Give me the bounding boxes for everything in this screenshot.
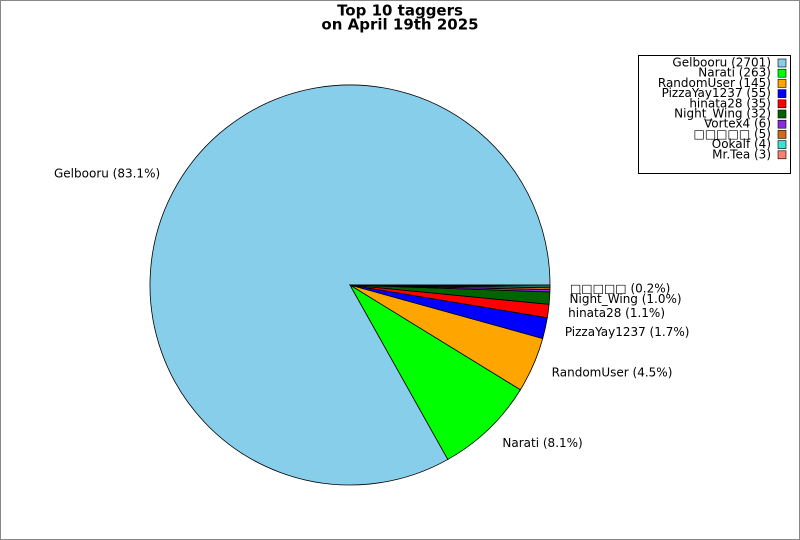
legend-swatch bbox=[777, 68, 787, 78]
legend-swatch bbox=[777, 119, 787, 129]
slice-label: hinata28 (1.1%) bbox=[568, 306, 665, 320]
legend-swatch bbox=[777, 58, 787, 68]
legend-label: Vortex4 (6) bbox=[704, 117, 771, 131]
legend-label: Ookalf (4) bbox=[712, 137, 771, 151]
legend-label: Mr.Tea (3) bbox=[712, 147, 771, 161]
slice-label: PizzaYay1237 (1.7%) bbox=[565, 325, 690, 339]
legend-label: RandomUser (145) bbox=[658, 76, 771, 90]
slice-label: Gelbooru (83.1%) bbox=[54, 166, 160, 180]
legend-swatch bbox=[777, 109, 787, 119]
legend-label: □□□□□ (5) bbox=[693, 127, 771, 141]
legend-swatch bbox=[777, 150, 787, 160]
legend-label: Narati (263) bbox=[698, 66, 771, 80]
slice-label: □□□□□ (0.2%) bbox=[570, 282, 670, 296]
pie-slice bbox=[348, 283, 521, 460]
legend-label: Night_Wing (32) bbox=[674, 107, 771, 121]
legend-label: hinata28 (35) bbox=[689, 96, 771, 110]
chart-subtitle: on April 19th 2025 bbox=[321, 16, 478, 34]
pie-slice bbox=[349, 284, 551, 287]
slice-label: Narati (8.1%) bbox=[502, 436, 582, 450]
legend-box bbox=[638, 55, 791, 174]
chart-title: Top 10 taggers bbox=[337, 2, 463, 20]
slice-label: RandomUser (4.5%) bbox=[552, 365, 673, 379]
legend-swatch bbox=[777, 89, 787, 98]
legend-swatch bbox=[777, 99, 787, 109]
legend-swatch bbox=[777, 79, 787, 88]
legend-label: PizzaYay1237 (55) bbox=[662, 86, 771, 100]
legend-swatch bbox=[777, 140, 787, 149]
legend-label: Gelbooru (2701) bbox=[672, 56, 771, 70]
legend-swatch bbox=[777, 130, 787, 139]
slice-label: Night_Wing (1.0%) bbox=[570, 292, 682, 306]
